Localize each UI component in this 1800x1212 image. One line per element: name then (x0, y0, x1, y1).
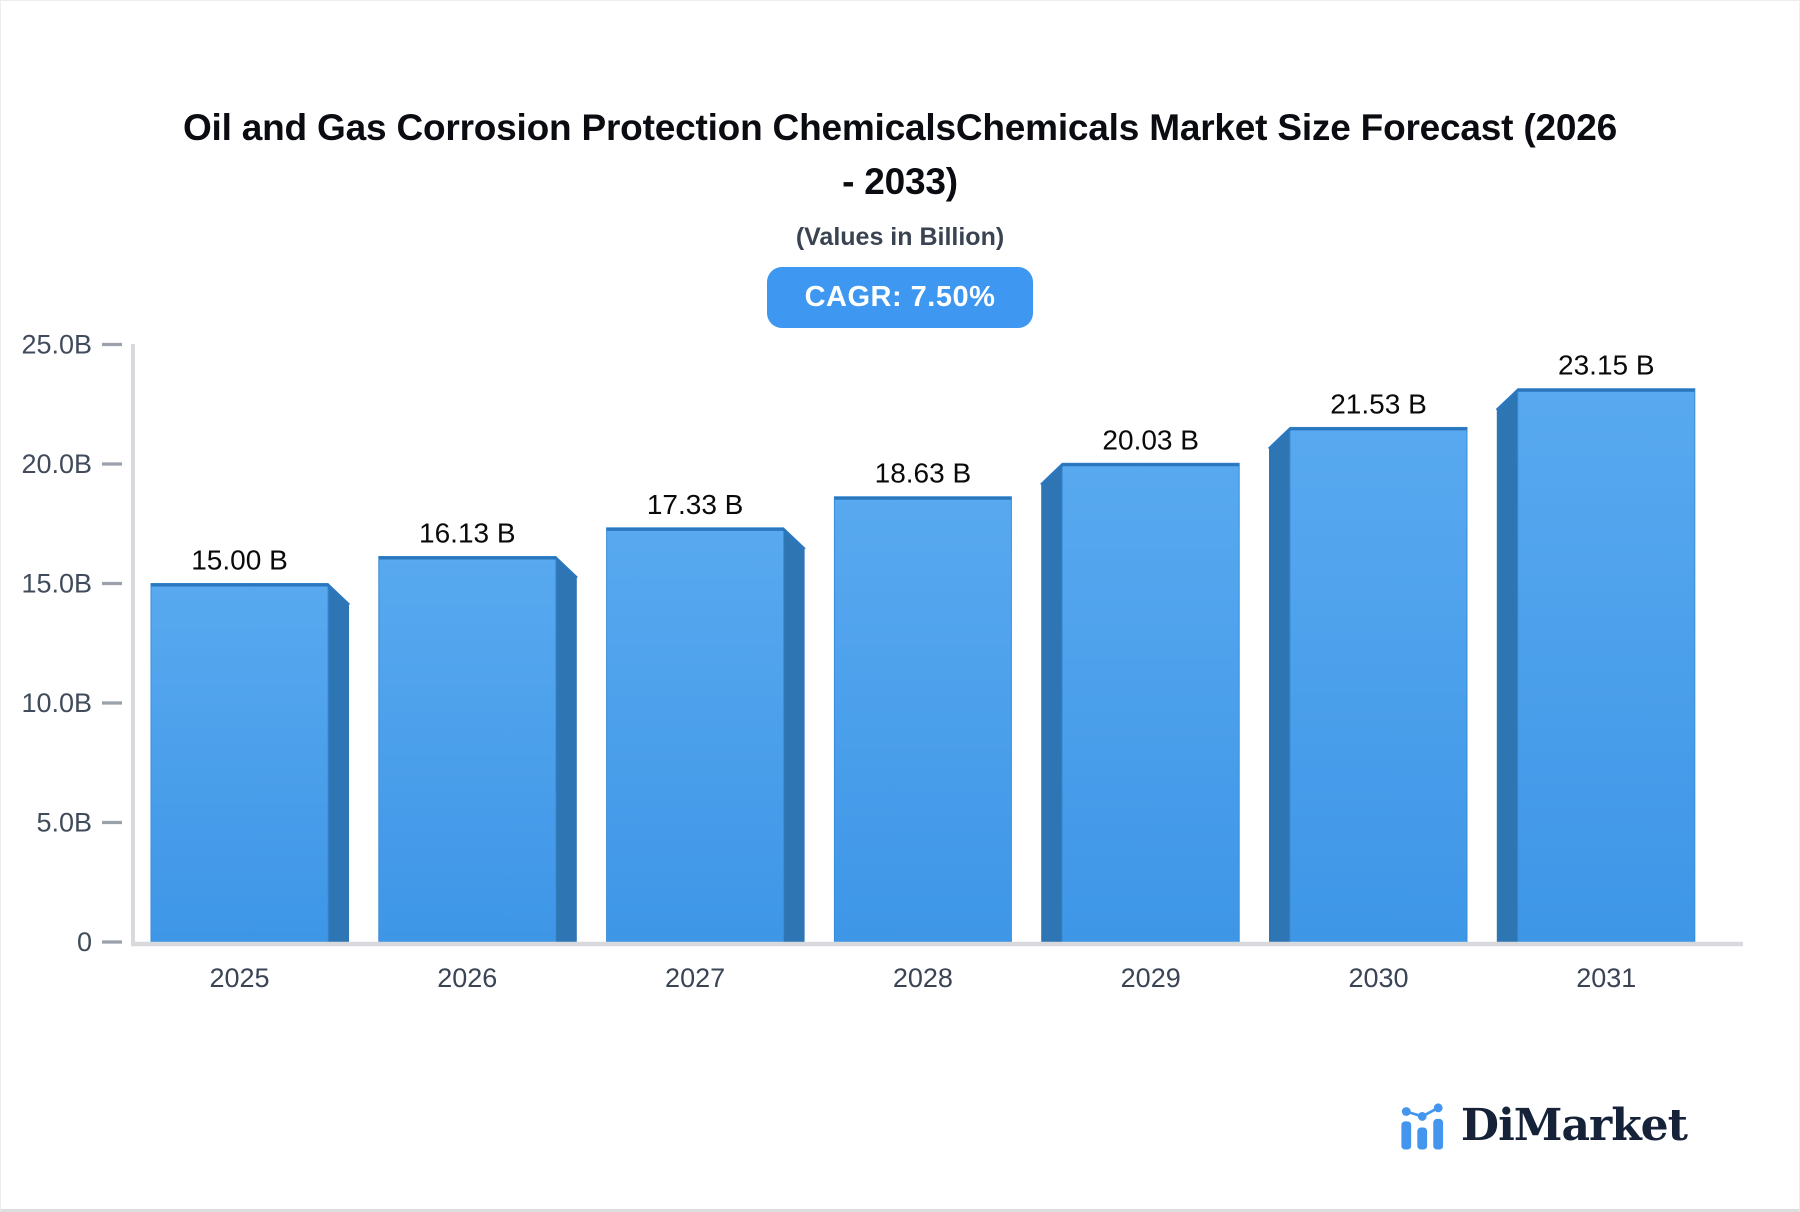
x-axis-label: 2025 (209, 963, 269, 993)
bar-top-edge (1040, 463, 1240, 486)
bar-top-edge (606, 527, 806, 551)
bar-value-label: 18.63 B (875, 458, 972, 489)
x-axis-label: 2031 (1576, 963, 1636, 993)
chart-title-line1: Oil and Gas Corrosion Protection Chemica… (182, 107, 1618, 148)
y-axis-label: 15.0B (21, 569, 92, 599)
chart-subtitle: (Values in Billion) (795, 223, 1005, 251)
bar-value-label: 17.33 B (647, 489, 744, 520)
chart-title-line2: - 2033) (842, 161, 958, 202)
bar-2029 (1061, 462, 1240, 945)
bar-top-edge (1495, 388, 1695, 412)
bar-2026 (378, 555, 557, 945)
bar-2030 (1289, 426, 1468, 945)
bar-2027 (606, 527, 785, 945)
chart-header: Oil and Gas Corrosion Protection Chemica… (1, 101, 1799, 328)
bar-2025 (150, 583, 329, 945)
bar-top-edge (151, 583, 351, 607)
x-axis-label: 2029 (1121, 963, 1181, 993)
bar-value-label: 15.00 B (191, 545, 288, 576)
bar-value-label: 16.13 B (419, 517, 516, 548)
bar-value-label: 20.03 B (1102, 424, 1199, 455)
bar-top-edge (1267, 427, 1467, 451)
y-axis-label: 5.0B (36, 808, 92, 838)
bar-value-label: 23.15 B (1558, 350, 1655, 381)
bar-side-panel (1041, 463, 1063, 944)
bar-side-panel (328, 583, 349, 944)
bar-top-edge (378, 556, 578, 580)
y-axis-label: 10.0B (21, 688, 92, 718)
x-axis-label: 2027 (665, 963, 725, 993)
y-axis-label: 0 (77, 927, 92, 957)
x-axis-label: 2030 (1348, 963, 1408, 993)
dimarket-logo: DiMarket (1395, 1097, 1688, 1153)
bar-side-panel (555, 556, 577, 944)
x-axis-label: 2026 (437, 963, 497, 993)
x-axis-label: 2028 (893, 963, 953, 993)
bar-side-panel (1496, 388, 1518, 945)
y-axis-label: 25.0B (21, 330, 92, 360)
bar-2031 (1517, 388, 1696, 945)
y-axis-label: 20.0B (21, 449, 92, 479)
bar-side-panel (1269, 427, 1290, 945)
bar-side-panel (783, 527, 805, 944)
bar-chart-with-dots-icon (1401, 1103, 1444, 1150)
bar-2028 (833, 496, 1012, 945)
bar-value-label: 21.53 B (1330, 388, 1427, 419)
logo-text: DiMarket (1460, 1099, 1688, 1151)
cagr-badge: CAGR: 7.50% (766, 267, 1034, 328)
